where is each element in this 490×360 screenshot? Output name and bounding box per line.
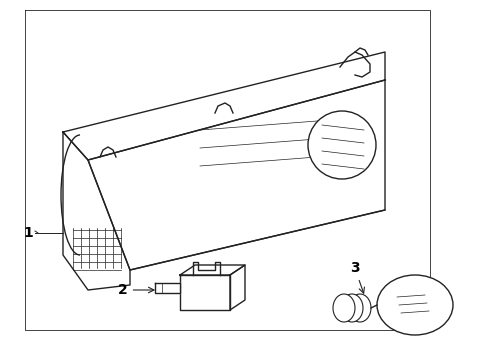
Text: 3: 3 (350, 261, 365, 293)
Ellipse shape (349, 294, 371, 322)
Text: 2: 2 (118, 283, 154, 297)
Polygon shape (180, 275, 230, 310)
Ellipse shape (341, 294, 363, 322)
Polygon shape (180, 265, 245, 275)
Polygon shape (63, 52, 385, 160)
Text: 1: 1 (23, 226, 33, 240)
Polygon shape (230, 265, 245, 310)
Ellipse shape (333, 294, 355, 322)
Ellipse shape (377, 275, 453, 335)
Polygon shape (155, 283, 180, 293)
Polygon shape (88, 80, 385, 270)
Circle shape (308, 111, 376, 179)
Polygon shape (63, 132, 130, 290)
